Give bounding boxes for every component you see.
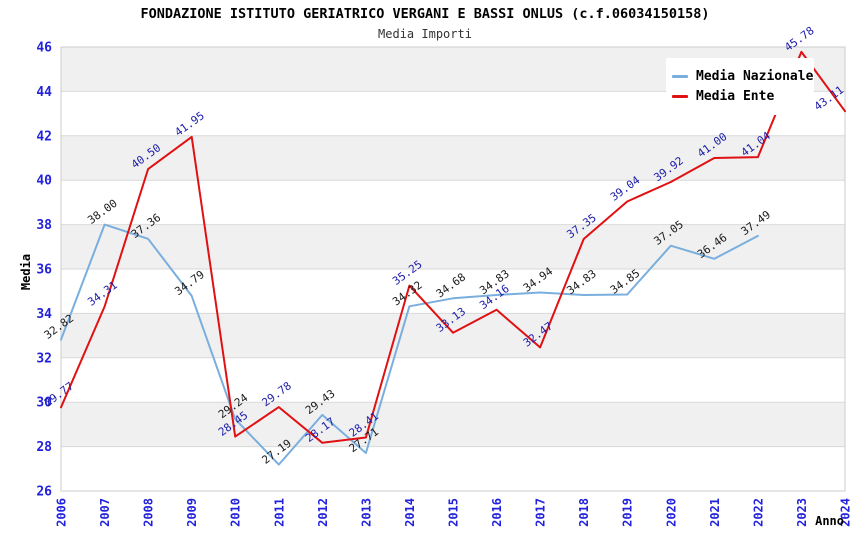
x-tick-label: 2007 (98, 498, 112, 527)
y-tick-label: 38 (36, 218, 52, 233)
x-tick-label: 2022 (751, 498, 765, 527)
x-tick-label: 2006 (55, 498, 69, 527)
y-tick-label: 28 (36, 440, 52, 455)
x-tick-label: 2018 (577, 498, 591, 527)
x-tick-label: 2023 (795, 498, 809, 527)
y-tick-label: 42 (36, 129, 52, 144)
x-tick-label: 2020 (664, 498, 678, 527)
x-tick-label: 2013 (359, 498, 373, 527)
x-tick-label: 2008 (142, 498, 156, 527)
y-tick-label: 46 (36, 41, 52, 56)
y-tick-label: 36 (36, 263, 52, 278)
x-tick-label: 2015 (447, 498, 461, 527)
media-nazionale-line-swatch (672, 75, 688, 78)
plot-band (61, 402, 845, 447)
legend-item-media-ente[interactable]: Media Ente (672, 89, 814, 104)
x-tick-label: 2017 (534, 498, 548, 527)
y-tick-label: 32 (36, 351, 52, 366)
y-tick-label: 40 (36, 174, 52, 189)
legend-item-media-nazionale[interactable]: Media Nazionale (672, 69, 814, 84)
y-tick-label: 44 (36, 85, 52, 100)
x-tick-label: 2011 (272, 498, 286, 527)
y-tick-label: 34 (36, 307, 52, 322)
y-tick-label: 26 (36, 485, 52, 500)
plot-band (61, 313, 845, 358)
x-tick-label: 2021 (708, 498, 722, 527)
data-label: 34.68 (434, 270, 468, 300)
series-line-media-ente (60, 50, 846, 444)
data-label: 38.00 (85, 197, 119, 227)
series-line-media-nazionale (60, 223, 759, 466)
data-label: 34.31 (85, 279, 119, 309)
plot-border (60, 46, 846, 492)
x-tick-label: 2012 (316, 498, 330, 527)
legend: Media Nazionale Media Ente (666, 58, 814, 115)
y-axis-title: Media (19, 253, 33, 291)
x-tick-label: 2024 (839, 498, 850, 527)
plot-band (61, 224, 845, 269)
x-tick-label: 2016 (490, 498, 504, 527)
x-tick-label: 2010 (229, 498, 243, 527)
legend-label-media-ente: Media Ente (696, 89, 775, 104)
x-axis-title: Anno (815, 514, 844, 528)
data-label: 41.95 (172, 109, 206, 139)
x-tick-label: 2019 (621, 498, 635, 527)
chart-subtitle: Media Importi (378, 27, 472, 41)
chart-title: FONDAZIONE ISTITUTO GERIATRICO VERGANI E… (140, 6, 710, 22)
media-ente-line-swatch (672, 95, 688, 98)
y-tick-label: 30 (36, 396, 52, 411)
data-label: 34.85 (608, 267, 642, 297)
x-tick-label: 2009 (185, 498, 199, 527)
legend-label-media-nazionale: Media Nazionale (696, 69, 814, 84)
x-tick-label: 2014 (403, 498, 417, 527)
